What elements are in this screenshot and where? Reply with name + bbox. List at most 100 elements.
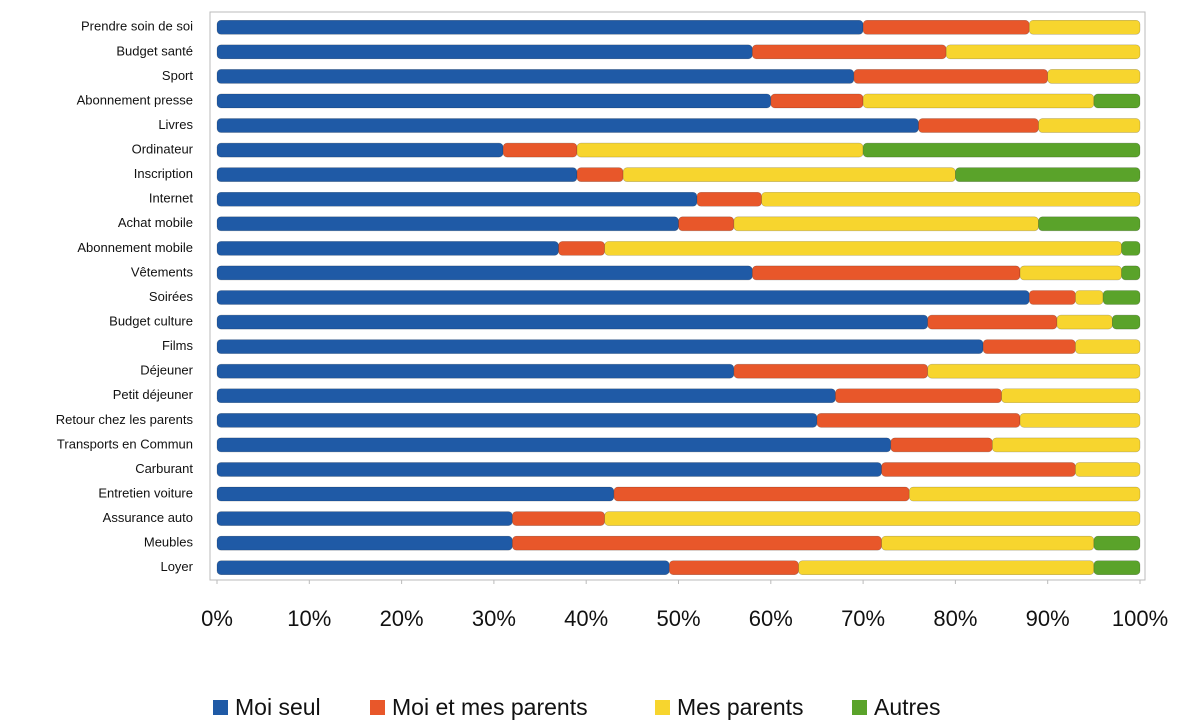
bar-segment — [761, 191, 1141, 207]
y-tick-label: Entretien voiture — [98, 485, 193, 500]
bar-segment — [881, 535, 1095, 551]
bar-segment — [1093, 93, 1141, 109]
bar-segment — [1019, 265, 1122, 281]
bar-segment — [1112, 314, 1141, 330]
bar-segment — [1019, 413, 1141, 428]
bar-segment — [1047, 69, 1141, 84]
bar-segment — [558, 241, 605, 256]
bar-segment — [216, 44, 753, 60]
bar-segment — [908, 486, 1141, 502]
bar-segment — [1028, 19, 1141, 35]
bar-segment — [816, 413, 1021, 428]
bar-segment — [216, 216, 679, 232]
legend-label: Moi seul — [235, 694, 321, 720]
bar-segment — [1075, 290, 1104, 305]
y-tick-label: Meubles — [144, 535, 194, 550]
legend-swatch — [655, 700, 670, 715]
y-tick-label: Sport — [162, 68, 193, 83]
bar-segment — [1102, 290, 1141, 305]
bar-segment — [622, 167, 956, 182]
y-tick-label: Transports en Commun — [57, 436, 193, 451]
bar-segment — [1056, 314, 1113, 330]
bar-segment — [862, 142, 1141, 158]
bar-segment — [1028, 290, 1076, 305]
legend-label: Mes parents — [677, 694, 804, 720]
bar-segment — [502, 142, 578, 158]
x-tick-label: 70% — [841, 606, 885, 631]
bar-segment — [890, 437, 993, 453]
bar-segment — [604, 511, 1141, 526]
bar-segment — [512, 511, 605, 526]
y-tick-label: Achat mobile — [118, 215, 193, 230]
bar-segment — [604, 241, 1122, 256]
legend-label: Autres — [874, 694, 940, 720]
bar-segment — [216, 560, 670, 576]
bar-segment — [613, 486, 910, 502]
y-tick-label: Carburant — [135, 461, 193, 476]
bar-segment — [1075, 339, 1141, 354]
bar-segment — [733, 363, 929, 379]
y-tick-label: Prendre soin de soi — [81, 19, 193, 34]
bar-segment — [668, 560, 799, 576]
bar-segment — [945, 44, 1141, 60]
bar-segment — [216, 462, 882, 477]
bar-segment — [752, 44, 947, 60]
bar-segment — [1121, 265, 1141, 281]
bar-segment — [576, 142, 864, 158]
bar-segment — [1093, 535, 1141, 551]
bar-segment — [216, 535, 513, 551]
bar-segment — [1093, 560, 1141, 576]
y-tick-label: Inscription — [134, 166, 193, 181]
y-tick-label: Ordinateur — [132, 142, 194, 157]
bar-segment — [216, 118, 919, 133]
bar-segment — [1038, 118, 1141, 133]
legend-label: Moi et mes parents — [392, 694, 588, 720]
bar-segment — [216, 191, 698, 207]
bar-segment — [1038, 216, 1141, 232]
bar-segment — [927, 363, 1141, 379]
bar-segment — [216, 413, 818, 428]
bar-segment — [862, 93, 1095, 109]
legend-swatch — [370, 700, 385, 715]
x-tick-label: 100% — [1112, 606, 1168, 631]
y-tick-label: Films — [162, 338, 194, 353]
y-tick-label: Déjeuner — [140, 363, 193, 378]
bar-segment — [216, 388, 836, 404]
y-tick-label: Livres — [158, 117, 193, 132]
y-tick-label: Budget culture — [109, 314, 193, 329]
bar-segment — [216, 339, 984, 354]
bar-segment — [512, 535, 882, 551]
x-tick-label: 90% — [1026, 606, 1070, 631]
bar-segment — [678, 216, 735, 232]
y-tick-label: Budget santé — [116, 43, 193, 58]
plot-frame — [209, 11, 1146, 581]
x-tick-label: 30% — [472, 606, 516, 631]
x-tick-label: 80% — [933, 606, 977, 631]
bar-segment — [1001, 388, 1141, 404]
bar-segment — [216, 93, 772, 109]
y-tick-label: Soirées — [149, 289, 194, 304]
x-tick-label: 50% — [656, 606, 700, 631]
bar-segment — [216, 486, 615, 502]
x-tick-label: 60% — [749, 606, 793, 631]
bar-segment — [927, 314, 1058, 330]
y-tick-label: Vêtements — [131, 264, 194, 279]
y-tick-label: Petit déjeuner — [113, 387, 194, 402]
bar-segment — [752, 265, 1021, 281]
bar-segment — [992, 437, 1141, 453]
bar-segment — [216, 290, 1030, 305]
bar-segment — [770, 93, 864, 109]
y-tick-label: Internet — [149, 191, 193, 206]
x-tick-label: 20% — [380, 606, 424, 631]
legend-swatch — [852, 700, 867, 715]
bar-segment — [216, 69, 855, 84]
y-tick-label: Abonnement presse — [77, 92, 193, 107]
bar-segment — [862, 19, 1030, 35]
bar-segment — [733, 216, 1039, 232]
bar-segment — [216, 19, 864, 35]
bar-segment — [216, 142, 504, 158]
bar-segment — [798, 560, 1095, 576]
bar-segment — [1121, 241, 1141, 256]
bar-segment — [853, 69, 1048, 84]
